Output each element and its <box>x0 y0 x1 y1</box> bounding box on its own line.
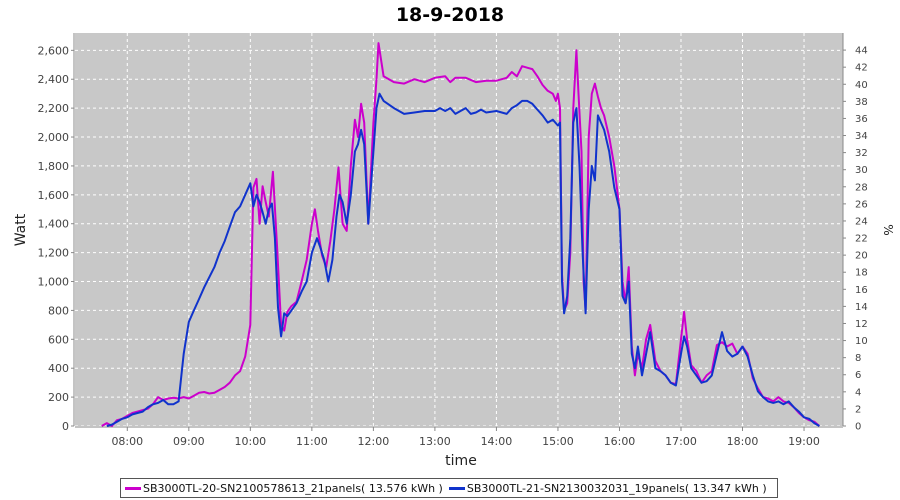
legend-item-series-1: SB3000TL-20-SN2100578613_21panels( 13.57… <box>125 482 443 495</box>
y-tick-label: 1,600 <box>38 189 70 202</box>
x-tick-label: 19:00 <box>788 435 820 448</box>
y2-tick-label: 26 <box>855 199 868 210</box>
grid-lines <box>75 33 843 427</box>
x-tick-label: 17:00 <box>665 435 697 448</box>
y-tick-label: 1,000 <box>38 276 70 289</box>
y-tick-label: 1,400 <box>38 218 70 231</box>
legend-swatch-blue <box>448 486 465 490</box>
x-tick-label: 09:00 <box>173 435 205 448</box>
y2-tick-label: 12 <box>855 319 868 330</box>
y2-tick-label: 4 <box>855 387 861 398</box>
y-axis-right: 0246810121416182022242628303234363840424… <box>842 33 868 433</box>
x-tick-label: 08:00 <box>111 435 143 448</box>
y-tick-label: 800 <box>48 304 69 317</box>
y2-tick-label: 10 <box>855 336 868 347</box>
x-tick-label: 14:00 <box>481 435 513 448</box>
legend-label: SB3000TL-21-SN2130032031_19panels( 13.34… <box>466 481 767 495</box>
y-tick-label: 2,000 <box>38 131 70 144</box>
x-tick-label: 13:00 <box>419 435 451 448</box>
y2-tick-label: 8 <box>855 353 861 364</box>
y2-tick-label: 0 <box>855 422 861 433</box>
y-tick-label: 1,800 <box>38 160 70 173</box>
y-axis-left: 0 200 400 600 800 1,000 1,200 1,400 1,600 1,800 2,… <box>38 33 75 433</box>
legend-label: SB3000TL-20-SN2100578613_21panels( 13.57… <box>143 481 443 495</box>
y-axis-label: Watt <box>13 213 29 246</box>
legend-item-series-2: SB3000TL-21-SN2130032031_19panels( 13.34… <box>448 481 767 495</box>
line-chart: 18-9-2018 02004006008001,0001,2001,4001,… <box>13 4 895 469</box>
x-tick-label: 16:00 <box>604 435 636 448</box>
y2-tick-label: 2 <box>855 404 861 415</box>
chart-title: 18-9-2018 <box>396 4 504 26</box>
y2-tick-label: 36 <box>855 114 868 125</box>
y-tick-label: 600 <box>48 333 69 346</box>
x-tick-label: 18:00 <box>727 435 759 448</box>
y2-tick-label: 44 <box>855 46 868 57</box>
y2-tick-label: 38 <box>855 97 868 108</box>
y2-tick-label: 22 <box>855 234 868 245</box>
y2-tick-label: 42 <box>855 63 868 74</box>
y2-tick-label: 18 <box>855 268 868 279</box>
legend: SB3000TL-20-SN2100578613_21panels( 13.57… <box>120 478 778 498</box>
y2-tick-label: 20 <box>855 251 868 262</box>
y-tick-label: 2,400 <box>38 73 70 86</box>
y-tick-label: 200 <box>48 391 69 404</box>
y-tick-label: 1,200 <box>38 247 70 260</box>
y-tick-label: 2,600 <box>38 44 70 57</box>
y2-tick-label: 28 <box>855 182 868 193</box>
y2-tick-label: 14 <box>855 302 868 313</box>
y2-axis-label: % <box>881 224 895 235</box>
x-tick-label: 15:00 <box>542 435 574 448</box>
y2-tick-label: 30 <box>855 165 868 176</box>
x-tick-label: 10:00 <box>234 435 266 448</box>
y2-tick-label: 24 <box>855 216 868 227</box>
y2-tick-label: 16 <box>855 285 868 296</box>
y2-tick-label: 6 <box>855 370 861 381</box>
x-tick-label: 11:00 <box>296 435 328 448</box>
plot-area <box>75 33 843 426</box>
series-lines <box>101 42 821 427</box>
y2-tick-label: 32 <box>855 148 868 159</box>
y-tick-label: 0 <box>62 420 69 433</box>
y-tick-label: 2,200 <box>38 102 70 115</box>
legend-swatch-magenta <box>125 486 141 490</box>
x-axis-label: time <box>445 453 477 469</box>
y2-tick-label: 40 <box>855 80 868 91</box>
series-line-2 <box>106 92 820 427</box>
y-tick-label: 400 <box>48 362 69 375</box>
x-tick-label: 12:00 <box>358 435 390 448</box>
y2-tick-label: 34 <box>855 131 868 142</box>
x-axis: 08:00 09:00 10:00 11:00 12:00 13:00 14:00 15:00… <box>75 426 843 448</box>
